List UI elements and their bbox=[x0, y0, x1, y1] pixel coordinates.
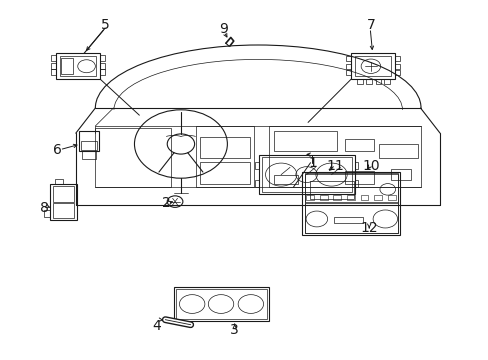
Bar bbox=[365, 79, 371, 84]
Bar bbox=[100, 55, 105, 61]
Bar bbox=[346, 70, 350, 75]
Bar bbox=[319, 195, 327, 200]
Bar bbox=[173, 287, 268, 321]
Bar bbox=[305, 195, 313, 200]
Bar bbox=[55, 179, 62, 184]
Text: 1: 1 bbox=[308, 156, 317, 170]
Text: 7: 7 bbox=[366, 18, 375, 32]
Text: 6: 6 bbox=[53, 144, 62, 157]
Bar bbox=[394, 56, 399, 61]
Bar bbox=[356, 79, 362, 84]
Bar bbox=[51, 63, 56, 69]
Bar bbox=[346, 56, 350, 61]
Bar bbox=[333, 217, 363, 223]
Bar bbox=[259, 155, 354, 194]
Bar bbox=[354, 180, 358, 187]
Text: 4: 4 bbox=[152, 319, 161, 333]
Bar bbox=[302, 172, 399, 235]
Bar bbox=[199, 162, 250, 184]
Bar bbox=[304, 173, 397, 202]
Bar bbox=[268, 126, 420, 187]
Bar bbox=[394, 64, 399, 69]
Bar bbox=[394, 70, 399, 75]
Bar bbox=[354, 162, 358, 169]
Bar bbox=[384, 79, 389, 84]
Bar bbox=[354, 56, 390, 76]
Bar bbox=[344, 171, 373, 184]
Bar bbox=[344, 139, 373, 151]
Bar bbox=[195, 126, 254, 187]
Bar bbox=[199, 137, 250, 158]
Bar bbox=[95, 128, 171, 187]
Text: 8: 8 bbox=[40, 201, 48, 215]
Text: 2: 2 bbox=[162, 197, 170, 210]
Bar bbox=[50, 184, 77, 220]
Bar bbox=[79, 131, 99, 151]
Bar bbox=[350, 53, 394, 79]
Bar bbox=[56, 53, 100, 79]
Bar bbox=[333, 195, 341, 200]
Bar bbox=[176, 289, 266, 319]
Bar bbox=[60, 56, 96, 76]
Bar bbox=[346, 64, 350, 69]
Bar bbox=[51, 55, 56, 61]
Bar bbox=[100, 69, 105, 75]
Bar bbox=[51, 69, 56, 75]
Bar bbox=[44, 210, 50, 217]
Bar bbox=[255, 180, 259, 187]
Bar bbox=[360, 195, 367, 200]
Text: 5: 5 bbox=[101, 18, 109, 32]
Bar bbox=[81, 151, 96, 159]
Bar bbox=[262, 157, 351, 192]
Text: 9: 9 bbox=[219, 22, 228, 36]
Bar bbox=[309, 181, 353, 199]
Bar bbox=[387, 195, 395, 200]
Bar bbox=[81, 141, 97, 150]
Bar bbox=[373, 195, 381, 200]
Bar bbox=[100, 63, 105, 69]
Text: 3: 3 bbox=[230, 324, 239, 337]
Bar bbox=[390, 169, 410, 180]
Text: 10: 10 bbox=[362, 159, 380, 172]
Bar bbox=[304, 174, 397, 233]
Bar bbox=[53, 186, 74, 202]
Bar bbox=[378, 144, 417, 158]
Text: 12: 12 bbox=[360, 221, 377, 234]
Bar bbox=[273, 175, 298, 184]
Bar bbox=[53, 203, 74, 218]
Bar bbox=[375, 79, 381, 84]
Bar bbox=[304, 203, 397, 233]
Bar bbox=[346, 195, 354, 200]
Bar bbox=[273, 131, 337, 151]
Bar bbox=[255, 162, 259, 169]
Bar bbox=[61, 58, 73, 74]
Text: 11: 11 bbox=[325, 159, 343, 172]
